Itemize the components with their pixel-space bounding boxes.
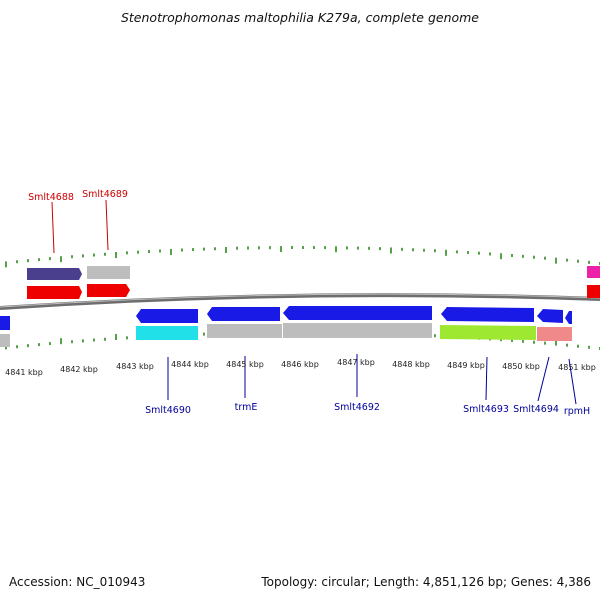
gene-label-smlt4694[interactable]: Smlt4694 bbox=[513, 404, 559, 415]
gene-label-smlt4690[interactable]: Smlt4690 bbox=[145, 405, 191, 416]
leader-line bbox=[105, 199, 109, 251]
genome-backbone-highlight bbox=[0, 293, 600, 308]
scale-label: 4851 kbp bbox=[558, 363, 596, 372]
scale-label: 4846 kbp bbox=[281, 360, 319, 369]
outer-tick-ring bbox=[5, 246, 600, 268]
gene-feature-smlt4690-lower[interactable] bbox=[136, 326, 198, 340]
gene-label-smlt4693[interactable]: Smlt4693 bbox=[463, 404, 509, 415]
top-gene-labels: Smlt4688 Smlt4689 bbox=[28, 189, 128, 254]
gene-feature-trme-upper[interactable] bbox=[207, 307, 280, 321]
genome-title: Stenotrophomonas maltophilia K279a, comp… bbox=[120, 10, 480, 25]
forward-strand-features bbox=[27, 266, 600, 299]
gene-label-smlt4689[interactable]: Smlt4689 bbox=[82, 189, 128, 200]
genome-summary-text: Topology: circular; Length: 4,851,126 bp… bbox=[261, 575, 591, 589]
gene-label-smlt4688[interactable]: Smlt4688 bbox=[28, 192, 74, 203]
scale-label: 4848 kbp bbox=[392, 360, 430, 369]
bottom-gene-labels: Smlt4690 trmE Smlt4692 Smlt4693 Smlt4694… bbox=[145, 354, 590, 417]
leader-line bbox=[537, 356, 550, 402]
gene-feature-smlt4690-upper[interactable] bbox=[136, 309, 198, 323]
gene-feature-edge-right-lower[interactable] bbox=[587, 285, 600, 298]
gene-feature-smlt4692-lower[interactable] bbox=[283, 323, 432, 338]
gene-feature-smlt4694-lower[interactable] bbox=[537, 327, 565, 341]
scale-label: 4845 kbp bbox=[226, 360, 264, 369]
gene-feature-rpmh-lower[interactable] bbox=[565, 327, 572, 341]
scale-labels: 4841 kbp 4842 kbp 4843 kbp 4844 kbp 4845… bbox=[5, 358, 596, 377]
scale-label: 4847 kbp bbox=[337, 358, 375, 367]
accession-text: Accession: NC_010943 bbox=[9, 575, 146, 589]
gene-feature-edge-left-lower[interactable] bbox=[0, 334, 10, 347]
gene-feature-smlt4689-upper[interactable] bbox=[87, 266, 130, 279]
gene-feature-edge-left-upper[interactable] bbox=[0, 316, 10, 330]
gene-feature-trme-lower[interactable] bbox=[207, 324, 282, 338]
gene-feature-smlt4693-lower[interactable] bbox=[440, 325, 536, 340]
genome-backbone bbox=[0, 293, 600, 310]
gene-feature-smlt4689-lower[interactable] bbox=[87, 284, 130, 297]
scale-label: 4844 kbp bbox=[171, 360, 209, 369]
gene-feature-smlt4688-upper[interactable] bbox=[27, 268, 82, 280]
gene-feature-smlt4688-lower[interactable] bbox=[27, 286, 82, 299]
leader-line bbox=[51, 201, 55, 254]
leader-line bbox=[568, 358, 577, 405]
scale-label: 4842 kbp bbox=[60, 365, 98, 374]
scale-label: 4843 kbp bbox=[116, 362, 154, 371]
gene-feature-smlt4693-upper[interactable] bbox=[441, 307, 534, 322]
gene-label-smlt4692[interactable]: Smlt4692 bbox=[334, 402, 380, 413]
leader-line bbox=[485, 356, 488, 401]
scale-label: 4841 kbp bbox=[5, 368, 43, 377]
gene-label-rpmh[interactable]: rpmH bbox=[564, 406, 590, 417]
reverse-strand-features bbox=[0, 306, 572, 347]
scale-label: 4850 kbp bbox=[502, 362, 540, 371]
gene-feature-smlt4694-upper[interactable] bbox=[537, 309, 563, 323]
gene-feature-edge-right-upper[interactable] bbox=[587, 266, 600, 278]
scale-label: 4849 kbp bbox=[447, 361, 485, 370]
gene-label-trme[interactable]: trmE bbox=[235, 402, 258, 413]
gene-feature-smlt4692-upper[interactable] bbox=[283, 306, 432, 320]
gene-feature-rpmh-upper[interactable] bbox=[565, 311, 572, 324]
